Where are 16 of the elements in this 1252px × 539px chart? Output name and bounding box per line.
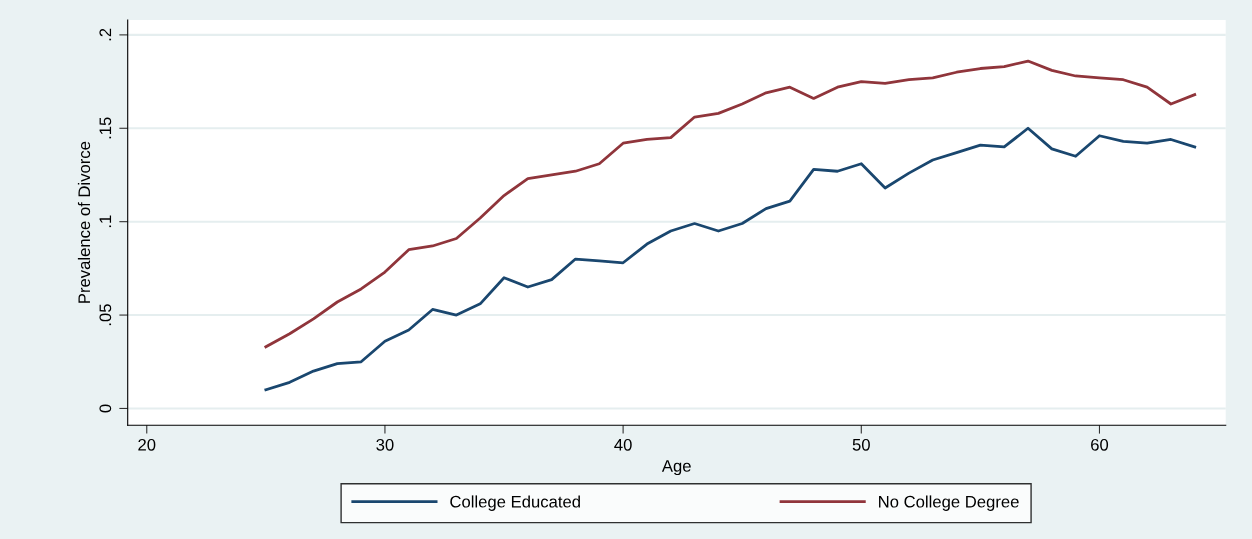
line-series bbox=[264, 126, 1197, 392]
x-tick-label: 40 bbox=[614, 438, 632, 451]
x-tick-label: 60 bbox=[1091, 438, 1109, 451]
y-tick-label: .15 bbox=[99, 117, 112, 139]
line-series bbox=[264, 59, 1197, 349]
x-axis-title: Age bbox=[661, 460, 691, 476]
x-tick-label: 50 bbox=[852, 438, 870, 451]
legend-label: College Educated bbox=[450, 495, 580, 511]
y-tick-label: .2 bbox=[99, 28, 112, 41]
y-axis-title: Prevalence of Divorce bbox=[77, 141, 91, 303]
x-tick-label: 20 bbox=[138, 438, 156, 451]
legend-label: No College Degree bbox=[879, 495, 1019, 511]
x-tick-label: 30 bbox=[376, 438, 394, 451]
y-tick-label: .1 bbox=[99, 215, 112, 228]
y-tick-label: 0 bbox=[99, 404, 112, 413]
y-tick-label: .05 bbox=[99, 304, 112, 326]
